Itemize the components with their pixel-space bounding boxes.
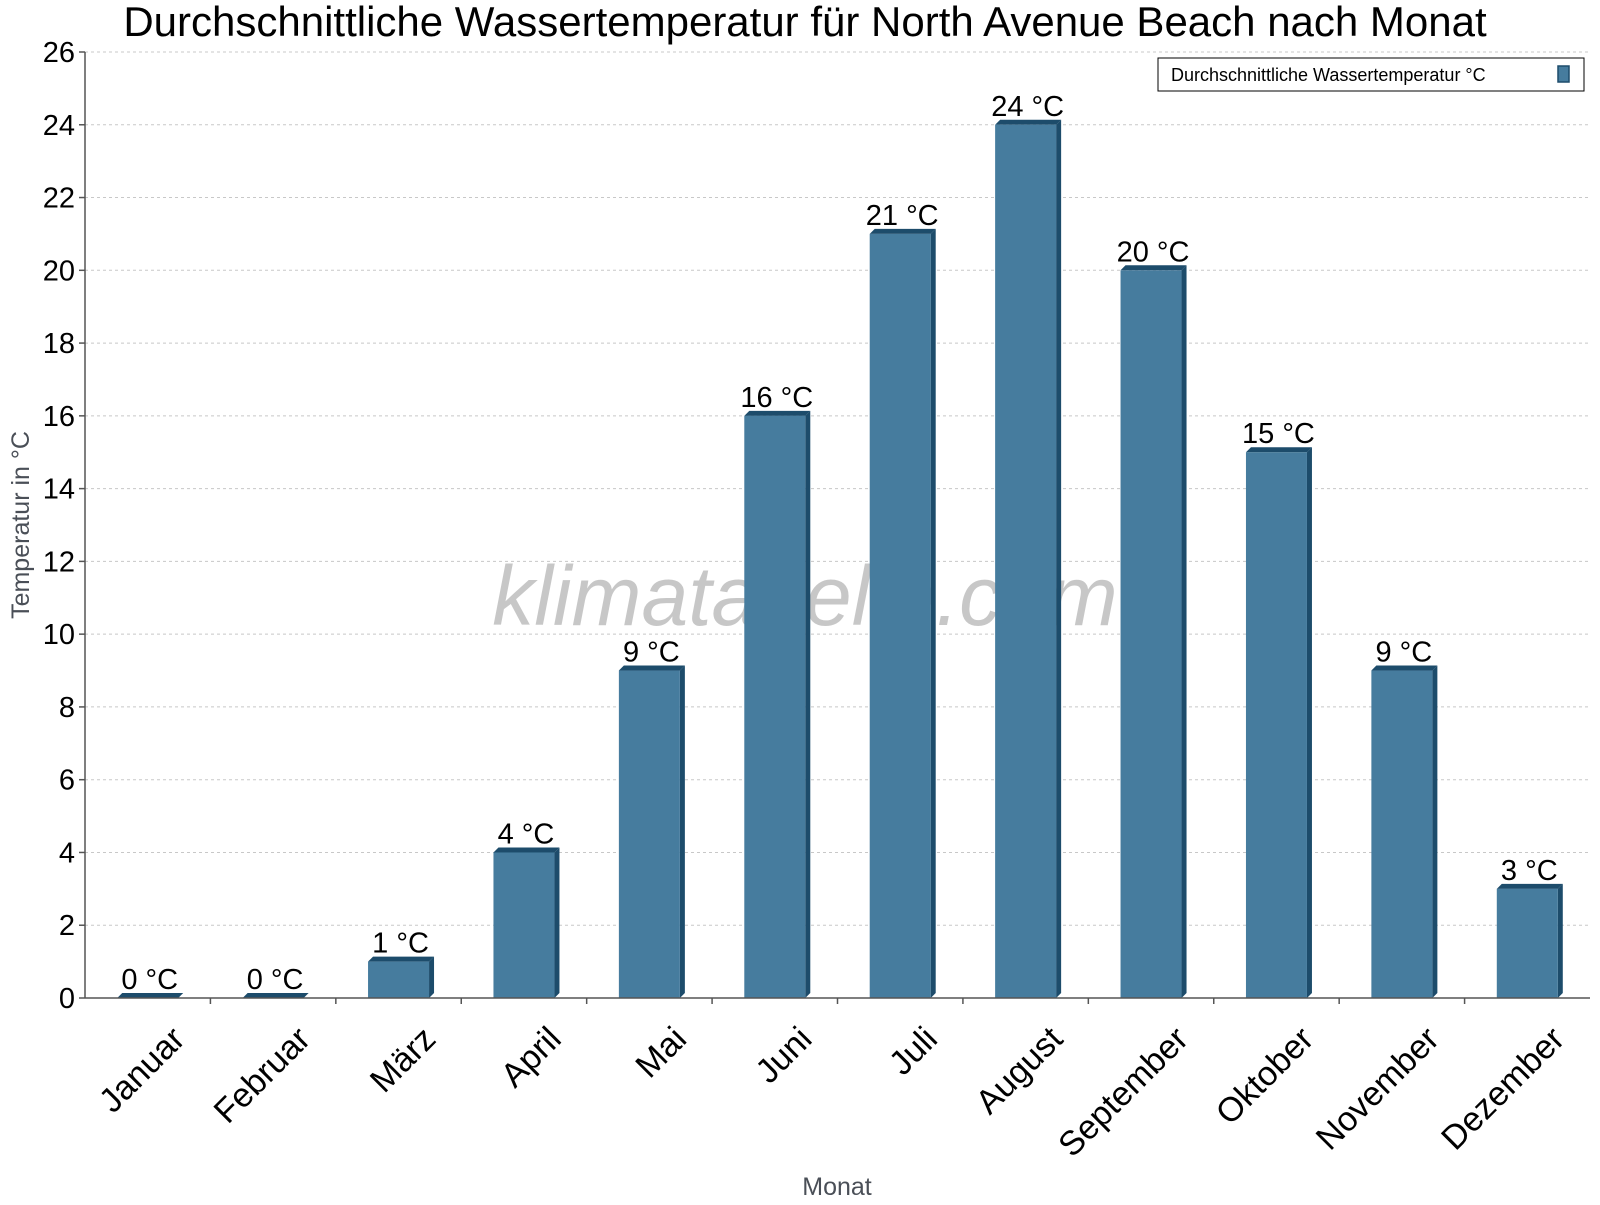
data-label: 0 °C — [247, 964, 304, 996]
chart-title: Durchschnittliche Wassertemperatur für N… — [123, 0, 1487, 45]
data-label: 16 °C — [740, 382, 813, 414]
bar-september — [1120, 265, 1187, 998]
legend-swatch — [1557, 65, 1570, 83]
legend-label: Durchschnittliche Wassertemperatur °C — [1171, 65, 1486, 85]
bar-face — [869, 233, 931, 998]
bar-face — [368, 961, 430, 998]
bar-side — [930, 228, 936, 998]
x-tick-label: Dezember — [1434, 1020, 1572, 1158]
bar-side — [429, 956, 435, 998]
data-label: 24 °C — [991, 91, 1064, 123]
data-label: 3 °C — [1501, 855, 1558, 887]
y-tick-label: 0 — [59, 983, 75, 1015]
bar-top — [1245, 447, 1312, 453]
x-tick-label: Mai — [628, 1020, 694, 1086]
bar-side — [1432, 665, 1438, 998]
y-tick-label: 16 — [43, 401, 75, 433]
y-axis-label: Temperatur in °C — [7, 431, 35, 619]
y-tick-label: 2 — [59, 910, 75, 942]
y-tick-label: 10 — [43, 619, 75, 651]
x-tick-label: Juni — [748, 1020, 819, 1091]
bar-april — [493, 847, 560, 998]
data-label: 9 °C — [623, 637, 680, 669]
x-ticks: Januar Februar März April Mai Juni Juli AugustS… — [92, 998, 1572, 1164]
y-tick-label: 6 — [59, 765, 75, 797]
y-tick-label: 4 — [59, 837, 75, 869]
axes — [84, 52, 1590, 999]
bar-face — [744, 415, 806, 998]
bar-side — [1181, 265, 1187, 998]
bar-top — [493, 847, 560, 853]
bar-top — [1496, 883, 1563, 889]
bar-august — [995, 119, 1062, 999]
bar-mai — [618, 665, 685, 998]
bar-side — [1056, 119, 1062, 999]
bar-side — [1306, 447, 1312, 998]
bar-face — [493, 852, 555, 998]
x-tick-label: November — [1309, 1020, 1447, 1158]
legend: Durchschnittliche Wassertemperatur °C — [1157, 57, 1585, 92]
x-tick-label: August — [969, 1019, 1071, 1121]
bar-top — [744, 410, 811, 416]
bar-juni — [744, 410, 811, 998]
x-tick-label: September — [1051, 1020, 1195, 1164]
data-label: 1 °C — [372, 928, 429, 960]
y-tick-label: 12 — [43, 546, 75, 578]
bar-face — [1245, 452, 1307, 998]
data-label: 20 °C — [1117, 236, 1190, 268]
bar-side — [554, 847, 560, 998]
bars — [117, 119, 1563, 999]
y-tick-label: 22 — [43, 183, 75, 215]
x-tick-label: Oktober — [1209, 1020, 1321, 1132]
bar-juli — [869, 228, 936, 998]
bar-top — [869, 228, 936, 234]
x-tick-label: Juli — [882, 1020, 945, 1083]
bar-face — [1371, 670, 1433, 998]
grid-lines — [85, 51, 1590, 926]
bar-top — [242, 993, 309, 998]
bar-face — [1120, 270, 1182, 998]
bar-top — [368, 956, 435, 962]
data-label: 15 °C — [1242, 418, 1315, 450]
data-label: 9 °C — [1376, 637, 1433, 669]
bar-top — [618, 665, 685, 671]
y-tick-label: 26 — [43, 37, 75, 69]
bar-top — [995, 119, 1062, 125]
bar-dezember — [1496, 883, 1563, 998]
data-label: 21 °C — [866, 200, 939, 232]
x-tick-label: Januar — [92, 1020, 192, 1120]
y-tick-label: 14 — [43, 474, 75, 506]
y-tick-label: 8 — [59, 692, 75, 724]
legend-box — [1157, 57, 1585, 92]
bar-side — [679, 665, 685, 998]
bar-januar — [117, 993, 184, 998]
y-tick-label: 20 — [43, 255, 75, 287]
bar-oktober — [1245, 447, 1312, 998]
bar-side — [1557, 883, 1563, 998]
x-axis-label: Monat — [802, 1173, 872, 1200]
bar-märz — [368, 956, 435, 998]
data-label: 0 °C — [121, 964, 178, 996]
bar-top — [1371, 665, 1438, 671]
bar-top — [1120, 265, 1187, 271]
y-tick-label: 18 — [43, 328, 75, 360]
bar-top — [117, 993, 184, 998]
x-tick-label: April — [494, 1020, 569, 1095]
bar-face — [618, 670, 680, 998]
bar-face — [995, 124, 1057, 999]
x-tick-label: Februar — [207, 1020, 318, 1131]
bar-face — [1496, 888, 1558, 998]
data-label: 4 °C — [498, 818, 555, 850]
y-tick-label: 24 — [43, 110, 75, 142]
bar-november — [1371, 665, 1438, 998]
bar-februar — [242, 993, 309, 998]
bar-side — [805, 410, 811, 998]
x-tick-label: März — [363, 1020, 443, 1100]
data-labels: 0 °C 0 °C 1 °C 4 °C 9 °C 16 °C 21 °C 24 °C 20 °C… — [121, 91, 1557, 996]
